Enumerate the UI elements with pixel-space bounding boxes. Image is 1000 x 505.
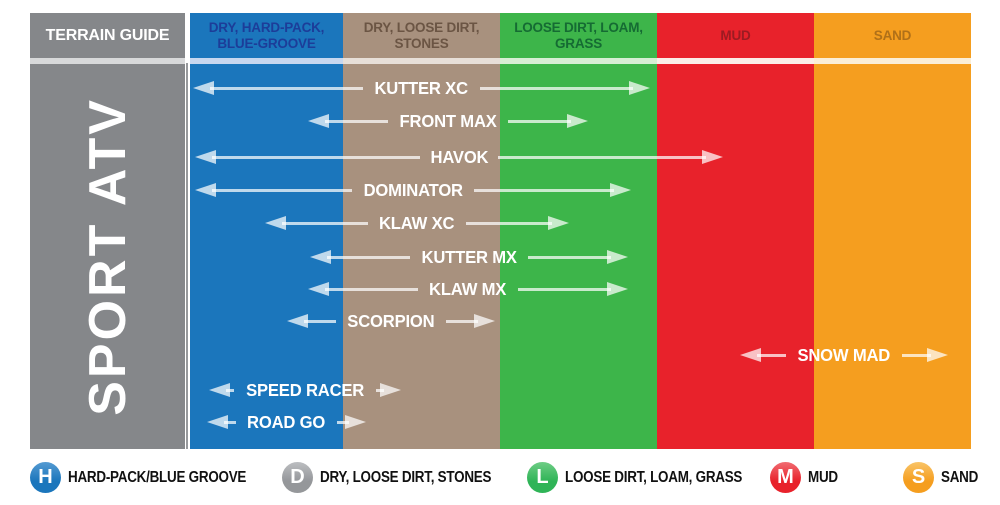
legend-label: MUD	[808, 468, 838, 486]
legend-badge-icon: L	[527, 462, 558, 493]
sidebar-strip	[30, 58, 185, 64]
column-strip-hard-pack	[190, 58, 343, 64]
column-header-loose-dirt-stones: DRY, LOOSE DIRT, STONES	[343, 13, 500, 58]
terrain-column-loam-grass: LOOSE DIRT, LOAM, GRASS	[500, 13, 657, 449]
legend-label: DRY, LOOSE DIRT, STONES	[320, 468, 492, 486]
terrain-column-mud: MUD	[657, 13, 814, 449]
column-header-hard-pack: DRY, HARD-PACK, BLUE-GROOVE	[190, 13, 343, 58]
terrain-column-hard-pack: DRY, HARD-PACK, BLUE-GROOVE	[190, 13, 343, 449]
column-body-loam-grass	[500, 64, 657, 449]
legend-badge-icon: D	[282, 462, 313, 493]
column-body-hard-pack	[190, 64, 343, 449]
column-header-mud: MUD	[657, 13, 814, 58]
legend-badge-icon: H	[30, 462, 61, 493]
legend-item: M MUD	[770, 462, 844, 493]
legend-label: SAND	[941, 468, 979, 486]
column-body-mud	[657, 64, 814, 449]
column-body-loose-dirt-stones	[343, 64, 500, 449]
column-strip-mud	[657, 58, 814, 64]
legend-item: D DRY, LOOSE DIRT, STONES	[282, 462, 524, 493]
legend-item: L LOOSE DIRT, LOAM, GRASS	[527, 462, 776, 493]
column-seam	[186, 63, 188, 449]
terrain-column-sand: SAND	[814, 13, 971, 449]
column-strip-loam-grass	[500, 58, 657, 64]
terrain-column-loose-dirt-stones: DRY, LOOSE DIRT, STONES	[343, 13, 500, 449]
column-strip-sand	[814, 58, 971, 64]
sport-atv-label: SPORT ATV	[78, 97, 137, 416]
column-header-loam-grass: LOOSE DIRT, LOAM, GRASS	[500, 13, 657, 58]
sidebar-body: SPORT ATV	[30, 64, 185, 449]
legend-label: LOOSE DIRT, LOAM, GRASS	[565, 468, 743, 486]
column-body-sand	[814, 64, 971, 449]
column-header-sand: SAND	[814, 13, 971, 58]
terrain-guide-label: TERRAIN GUIDE	[45, 26, 170, 44]
legend-item: S SAND	[903, 462, 985, 493]
sidebar-column: TERRAIN GUIDE SPORT ATV	[30, 13, 185, 449]
column-strip-loose-dirt-stones	[343, 58, 500, 64]
legend-label: HARD-PACK/BLUE GROOVE	[68, 468, 247, 486]
terrain-guide-header: TERRAIN GUIDE	[30, 13, 185, 58]
legend-item: H HARD-PACK/BLUE GROOVE	[30, 462, 280, 493]
legend-badge-icon: S	[903, 462, 934, 493]
legend-badge-icon: M	[770, 462, 801, 493]
